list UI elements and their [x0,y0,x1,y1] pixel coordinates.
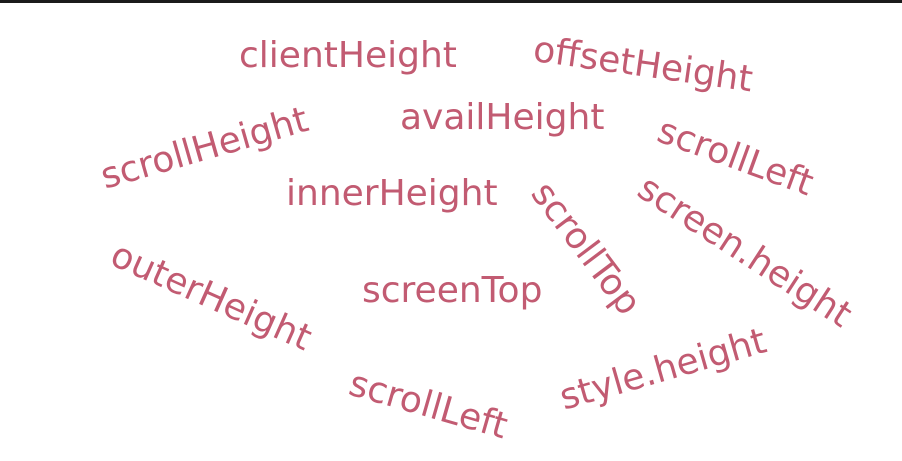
word-style-height: style.height [555,320,771,419]
word-scroll-top: scrollTop [522,174,649,323]
word-scroll-left-2: scrollLeft [344,363,512,448]
word-client-height: clientHeight [239,35,457,76]
word-scroll-height: scrollHeight [96,99,313,198]
word-outer-height: outerHeight [104,234,318,360]
word-screen-top: screenTop [362,270,543,311]
word-inner-height: innerHeight [286,173,498,214]
word-offset-height: offsetHeight [530,29,756,101]
top-border [0,0,902,3]
word-screen-height: screen.height [630,167,859,336]
word-avail-height: availHeight [400,97,605,138]
